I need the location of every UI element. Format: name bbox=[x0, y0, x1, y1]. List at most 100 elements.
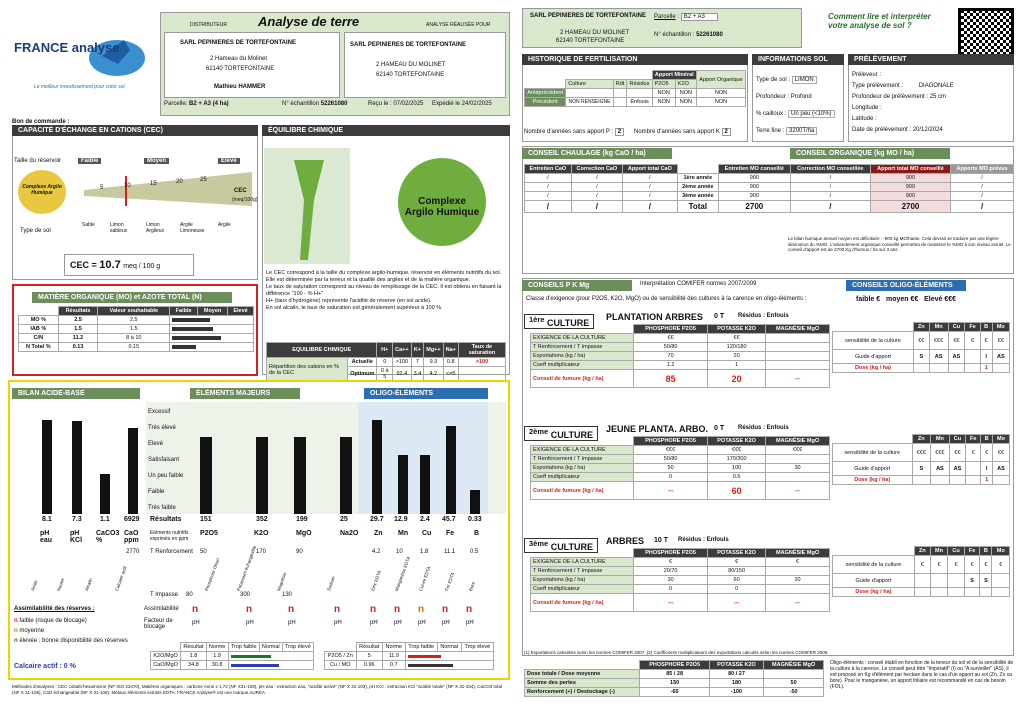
client-name: SARL PEPINIERES DE TORTEFONTAINE bbox=[350, 42, 467, 48]
soil-type: Argile Limoneuse bbox=[180, 222, 205, 234]
distributor-label: DISTRIBUTEUR bbox=[190, 22, 227, 28]
soil-type: Limon Argileux bbox=[146, 222, 165, 234]
pk-oligo-title: CONSEILS OLIGO-ÉLÉMENTS bbox=[846, 280, 966, 291]
soil-type: Sable bbox=[82, 222, 95, 228]
calcaire-actif: Calcaire actif : 0 % bbox=[14, 663, 76, 670]
block-factor: pH bbox=[246, 620, 254, 626]
cec-value: 10.7 bbox=[99, 259, 121, 271]
oligo-mark: n bbox=[394, 604, 401, 615]
level-faible: Faible bbox=[78, 158, 102, 164]
histo-title: HISTORIQUE DE FERTILISATION bbox=[522, 54, 748, 65]
cec-title: CAPACITÉ D'ÉCHANGE EN CATIONS (CEC) bbox=[12, 125, 258, 136]
ti-label: T Impasse bbox=[150, 592, 178, 598]
complexe-label: Complexe Argilo Humique bbox=[22, 184, 62, 196]
tick: 25 bbox=[200, 177, 207, 183]
r-client-city: 62140 TORTEFONTAINE bbox=[556, 38, 625, 44]
h-explanation: H+ (taux d'hydrogène) représente l'acidi… bbox=[266, 298, 432, 304]
logo: FRANCE analyse Le meilleur investissemen… bbox=[12, 36, 152, 96]
saturation-explanation: Le taux de saturation correspond au nive… bbox=[266, 284, 502, 297]
bar-cao bbox=[128, 428, 138, 514]
cec-explanation: Le CEC correspond à la taille du complex… bbox=[266, 270, 502, 283]
tick: 5 bbox=[100, 185, 104, 191]
chaulage-table: Entretien CaO Correction CaO Apport total … bbox=[524, 164, 1014, 213]
oligo-block: pH bbox=[466, 620, 474, 626]
tick: 20 bbox=[176, 179, 183, 185]
oligo-block: pH bbox=[394, 620, 402, 626]
orga-title: CONSEIL ORGANIQUE (kg MO / ha) bbox=[790, 148, 950, 159]
category-labels: Acide Neutre Alcalin Calcaire actif Phos… bbox=[30, 544, 476, 592]
assim-title: Assimilabilité des réserves : bbox=[14, 606, 95, 612]
oligo-mark: n bbox=[466, 604, 473, 615]
bar-b bbox=[470, 490, 480, 514]
block-factor: pH bbox=[192, 620, 200, 626]
sample-number: 52261080 bbox=[320, 101, 348, 107]
names-row: pH eau pH KCl CaCO3 % CaO ppm Eléments n… bbox=[40, 530, 480, 544]
assim-mark: n bbox=[288, 604, 295, 615]
totals-note: (1) Exportations calculées selon les nor… bbox=[524, 650, 829, 655]
assim-row: Assimilabilité bbox=[144, 606, 179, 612]
soil-type-label: Type de sol bbox=[20, 228, 51, 234]
level-moyen: Moyen bbox=[144, 158, 170, 164]
help-link[interactable]: Comment lire et interpréter votre analys… bbox=[828, 12, 931, 30]
classe-text: Classe d'exigence (pour P2O5, K2O, MgO) … bbox=[526, 296, 807, 302]
oligo-mark: n bbox=[370, 604, 377, 615]
ti-value: 300 bbox=[240, 592, 251, 598]
bar-ph-eau bbox=[42, 420, 52, 514]
prel-title: PRÉLÈVEMENT bbox=[848, 54, 1014, 65]
bar-fe bbox=[446, 426, 456, 514]
level-labels: Excessif Très élevé Elevé Satisfaisant Un pe… bbox=[148, 409, 184, 511]
prel-rows: Préleveur : Type prélèvement : DIAGONALE… bbox=[852, 72, 954, 133]
culture-1: 1ère CULTURE PLANTATION ARBRES 0 T Résid… bbox=[524, 312, 1012, 422]
totals-table: PHOSPHORE P2O5 POTASSE K2O MAGNÉSIE MgO Do… bbox=[523, 660, 824, 697]
culture-3: 3ème CULTURE ARBRES 10 T Résidus : Enfou… bbox=[524, 536, 1012, 646]
r-client-name: SARL PEPINIERES DE TORTEFONTAINE bbox=[530, 13, 647, 19]
acid-title: BILAN ACIDE-BASE bbox=[12, 388, 140, 399]
distributor-contact: Mathieu HAMMER bbox=[214, 84, 266, 90]
tick: 15 bbox=[150, 181, 157, 187]
mo-title: MATIÈRE ORGANIQUE (MO) et AZOTE TOTAL (N… bbox=[32, 292, 232, 303]
soil-type: Limon sableux bbox=[110, 222, 128, 234]
assim-legend: n faible (risque de blocage) n moyenne n… bbox=[14, 618, 128, 644]
oligo-note: Oligo-éléments : conseil établi en fonct… bbox=[830, 660, 1014, 690]
client-address: 2 HAMEAU DU MOLINET bbox=[376, 62, 446, 68]
complex-illustration bbox=[264, 148, 486, 264]
r-client-address: 2 HAMEAU DU MOLINET bbox=[560, 30, 630, 36]
page-title: Analyse de terre bbox=[258, 14, 360, 29]
major-title: ÉLÉMENTS MAJEURS bbox=[190, 388, 300, 399]
bar-mgo bbox=[294, 437, 306, 514]
assim-mark: n bbox=[246, 604, 253, 615]
assim-mark: n bbox=[334, 604, 341, 615]
mo-table: Résultats Valeur souhaitable Faible Moyen El… bbox=[18, 306, 254, 352]
chaulage-title: CONSEIL CHAULAGE (kg CaO / ha) bbox=[522, 148, 672, 159]
block-factor: pH bbox=[334, 620, 342, 626]
alkaline-explanation: En sol alcalin, le taux de saturation es… bbox=[266, 305, 443, 311]
oligo-block: pH bbox=[370, 620, 378, 626]
bar-na2o bbox=[340, 437, 352, 514]
oligo-title: OLIGO-ÉLÉMENTS bbox=[364, 388, 488, 399]
received-date: Reçu le : 07/02/2025 bbox=[368, 101, 424, 107]
bar-p2o5 bbox=[200, 437, 212, 514]
complexe-text: Complexe Argilo Humique bbox=[404, 196, 480, 218]
tr-row: 2770 T Renforcement 50 170 90 4.2 10 1.8… bbox=[126, 549, 479, 555]
reservoir-label: Taille du réservoir bbox=[14, 158, 62, 164]
orga-note: Le bilan humique annuel moyen est défici… bbox=[788, 236, 1011, 252]
bar-ph-kcl bbox=[72, 421, 82, 514]
culture-2: 2ème CULTURE JEUNE PLANTA. ARBO. 0 T Rés… bbox=[524, 424, 1012, 534]
block-row: Facteur de blocage bbox=[144, 618, 173, 630]
oligo-mark: n bbox=[418, 604, 425, 615]
oligo-mark: n bbox=[442, 604, 449, 615]
assim-mark: n bbox=[192, 604, 199, 615]
bar-zn bbox=[372, 420, 382, 514]
histo-table: Apport Minéral Apport Organique Culture Rd… bbox=[523, 70, 747, 107]
distributor-address: 2 Hameau du Molinet bbox=[210, 56, 268, 62]
bar-cu bbox=[420, 455, 430, 514]
values-row: 8.1 7.3 1.1 6929 Résultats 151 352 199 2… bbox=[42, 516, 482, 523]
r-parcel: B2 + A3 bbox=[680, 13, 718, 21]
soil-type: Argile bbox=[218, 222, 231, 228]
oligo-block: pH bbox=[418, 620, 426, 626]
cec-gauge bbox=[18, 170, 252, 214]
block-factor: pH bbox=[288, 620, 296, 626]
pk-title: CONSEILS P K Mg bbox=[522, 280, 632, 291]
bar-mn bbox=[398, 455, 408, 514]
bar-caco3 bbox=[100, 474, 110, 514]
